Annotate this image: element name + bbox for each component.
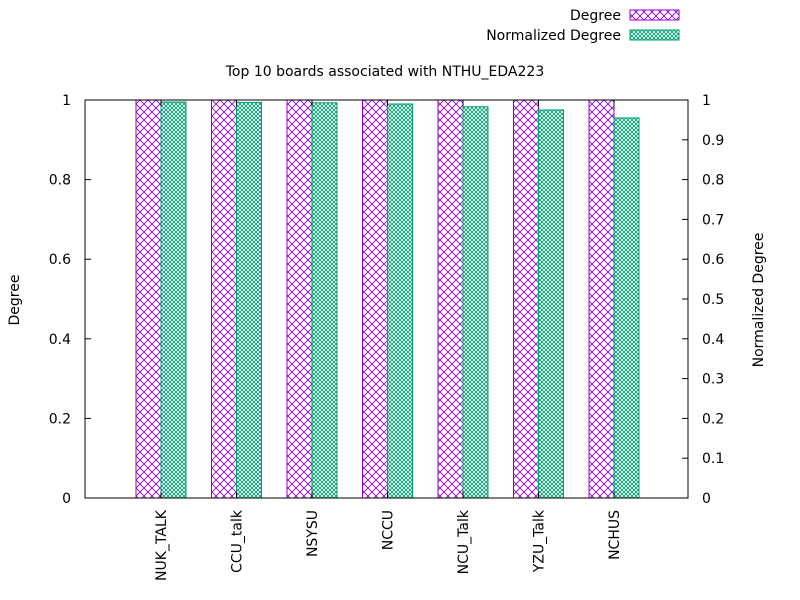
bar-normalized-degree-NSYSU [311, 102, 338, 499]
x-tick-label: CCU_talk [230, 509, 246, 573]
bar-degree-NCCU [362, 99, 388, 499]
bar-degree-NSYSU [286, 99, 313, 499]
y2-tick-label: 0.3 [702, 372, 724, 388]
y2-tick-label: 0 [702, 491, 711, 507]
bar-normalized-degree-NCCU [387, 103, 413, 499]
y2-axis-label: Normalized Degree [751, 233, 767, 368]
bar-normalized-degree-NCHUS [613, 117, 640, 499]
y-tick-label: 0.6 [49, 252, 71, 268]
y2-tick-label: 1 [702, 93, 711, 109]
bar-degree-NCU_Talk [437, 99, 464, 499]
y-axis-label: Degree [7, 275, 23, 326]
chart-title: Top 10 boards associated with NTHU_EDA22… [225, 64, 544, 80]
y2-tick-label: 0.2 [702, 411, 724, 427]
y-tick-label: 0.2 [49, 411, 71, 427]
y2-tick-label: 0.5 [702, 292, 724, 308]
bar-normalized-degree-NUK_TALK [160, 101, 187, 499]
legend-label-normalized-degree: Normalized Degree [486, 28, 621, 44]
legend: Degree Normalized Degree [486, 8, 680, 44]
y-tick-label: 0.8 [49, 173, 71, 189]
bar-degree-NUK_TALK [135, 99, 162, 499]
bars-layer [135, 99, 640, 499]
y2-tick-label: 0.7 [702, 212, 724, 228]
y2-tick-label: 0.4 [702, 332, 724, 348]
bar-degree-NCHUS [588, 99, 615, 499]
bar-normalized-degree-CCU_talk [236, 101, 262, 499]
bar-normalized-degree-YZU_Talk [538, 109, 564, 499]
y-tick-label: 1 [62, 93, 71, 109]
bar-degree-CCU_talk [211, 99, 237, 499]
bar-normalized-degree-NCU_Talk [462, 106, 489, 499]
y2-tick-label: 0.8 [702, 173, 724, 189]
y2-tick-label: 0.1 [702, 451, 724, 467]
y-tick-label: 0 [62, 491, 71, 507]
legend-swatch-normalized-degree [629, 29, 680, 41]
axes-layer: NUK_TALK CCU_talk NSYSU NCCU NCU_Talk YZU_Tal… [49, 93, 725, 581]
y-tick-label: 0.4 [49, 332, 71, 348]
legend-label-degree: Degree [570, 8, 621, 24]
y2-tick-label: 0.9 [702, 133, 724, 149]
x-tick-label: NCHUS [607, 510, 623, 560]
legend-swatch-degree [629, 9, 680, 21]
y2-tick-label: 0.6 [702, 252, 724, 268]
x-tick-label: YZU_Talk [532, 509, 548, 573]
x-tick-label: NCU_Talk [456, 509, 472, 574]
bar-degree-YZU_Talk [513, 99, 539, 499]
x-tick-label: NSYSU [305, 510, 321, 557]
x-tick-label: NCCU [381, 510, 397, 550]
x-tick-label: NUK_TALK [154, 509, 170, 581]
